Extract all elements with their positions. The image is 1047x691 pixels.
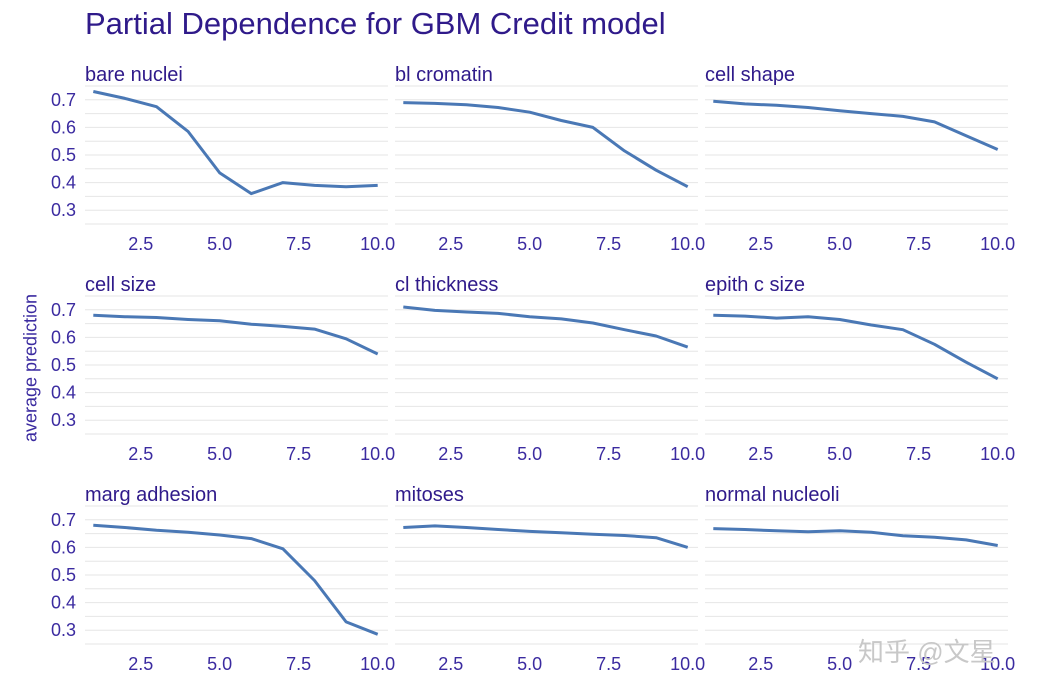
x-tick-label: 7.5 — [286, 234, 311, 254]
x-tick-label: 10.0 — [980, 444, 1015, 464]
watermark-text: 知乎 @文星 — [858, 637, 996, 667]
x-tick-label: 5.0 — [827, 444, 852, 464]
y-tick-label: 0.7 — [51, 300, 76, 320]
x-tick-label: 7.5 — [906, 234, 931, 254]
series-line — [93, 523, 379, 636]
y-tick-label: 0.6 — [51, 327, 76, 347]
y-tick-label: 0.5 — [51, 145, 76, 165]
y-tick-label: 0.4 — [51, 593, 76, 613]
y-tick-label: 0.3 — [51, 200, 76, 220]
series-line — [713, 527, 998, 547]
y-tick-label: 0.7 — [51, 510, 76, 530]
x-tick-label: 7.5 — [906, 654, 931, 674]
y-tick-label: 0.5 — [51, 355, 76, 375]
x-tick-label: 2.5 — [748, 654, 773, 674]
x-tick-label: 2.5 — [128, 234, 153, 254]
y-tick-label: 0.4 — [51, 383, 76, 403]
x-tick-label: 10.0 — [980, 654, 1015, 674]
mitoses_plot: mitoses 2.5 5.0 7.5 10.0 — [395, 484, 705, 674]
panel-title: cell size — [85, 274, 156, 296]
x-tick-label: 2.5 — [748, 444, 773, 464]
y-tick-label: 0.3 — [51, 410, 76, 430]
y-tick-label: 0.3 — [51, 620, 76, 640]
panel-title: cl thickness — [395, 274, 498, 296]
x-tick-label: 2.5 — [748, 234, 773, 254]
series-line — [403, 101, 689, 189]
bl_cromatin_plot: bl cromatin 2.5 5.0 7.5 10.0 — [395, 64, 705, 254]
x-tick-label: 7.5 — [286, 654, 311, 674]
marg_adhesion_plot: marg adhesion 0.7 0.6 0.5 0.4 0.3 2.5 5.0 7.5 10.… — [51, 484, 395, 674]
panel-title: cell shape — [705, 64, 795, 86]
x-tick-label: 5.0 — [827, 234, 852, 254]
normal_nucleoli_plot: normal nucleoli 2.5 5.0 7.5 10.0 — [705, 484, 1015, 674]
series-line — [713, 313, 999, 381]
series-line — [92, 90, 378, 196]
x-tick-label: 7.5 — [906, 444, 931, 464]
x-tick-label: 5.0 — [207, 234, 232, 254]
x-tick-label: 10.0 — [670, 444, 705, 464]
x-tick-label: 10.0 — [360, 444, 395, 464]
x-tick-label: 5.0 — [517, 234, 542, 254]
series-line — [403, 305, 689, 349]
x-tick-label: 7.5 — [596, 654, 621, 674]
x-tick-label: 5.0 — [517, 444, 542, 464]
y-tick-label: 0.6 — [51, 117, 76, 137]
x-tick-label: 2.5 — [128, 444, 153, 464]
panel-title: bare nuclei — [85, 64, 183, 86]
x-tick-label: 10.0 — [670, 654, 705, 674]
y-tick-label: 0.5 — [51, 565, 76, 585]
bare_nuclei_plot: bare nuclei 0.7 0.6 0.5 0.4 0.3 2.5 5.0 7.5 10.0 — [51, 64, 395, 254]
series-line — [713, 99, 999, 151]
cell_shape_plot: cell shape 2.5 5.0 7.5 10.0 — [705, 64, 1015, 254]
x-tick-label: 5.0 — [207, 654, 232, 674]
cell_size_plot: cell size 0.7 0.6 0.5 0.4 0.3 2.5 5.0 7.5 10.0 — [51, 274, 395, 464]
panel-title: epith c size — [705, 274, 805, 296]
x-tick-label: 2.5 — [128, 654, 153, 674]
x-tick-label: 5.0 — [207, 444, 232, 464]
panel-title: normal nucleoli — [705, 484, 840, 506]
series-line — [93, 313, 379, 356]
panel-title: mitoses — [395, 484, 464, 506]
x-tick-label: 10.0 — [360, 234, 395, 254]
x-tick-label: 2.5 — [438, 234, 463, 254]
x-tick-label: 10.0 — [360, 654, 395, 674]
panel-title: bl cromatin — [395, 64, 493, 86]
x-tick-label: 5.0 — [827, 654, 852, 674]
x-tick-label: 7.5 — [596, 234, 621, 254]
y-tick-label: 0.7 — [51, 90, 76, 110]
cl_thickness_plot: cl thickness 2.5 5.0 7.5 10.0 — [395, 274, 705, 464]
x-tick-label: 10.0 — [670, 234, 705, 254]
epith_c_size_plot: epith c size 2.5 5.0 7.5 10.0 — [705, 274, 1015, 464]
x-tick-label: 7.5 — [286, 444, 311, 464]
series-line — [403, 524, 689, 549]
y-tick-label: 0.6 — [51, 537, 76, 557]
x-tick-label: 10.0 — [980, 234, 1015, 254]
x-tick-label: 2.5 — [438, 654, 463, 674]
y-tick-label: 0.4 — [51, 173, 76, 193]
x-tick-label: 7.5 — [596, 444, 621, 464]
chart-title: Partial Dependence for GBM Credit model — [85, 6, 666, 41]
x-tick-label: 5.0 — [517, 654, 542, 674]
x-tick-label: 2.5 — [438, 444, 463, 464]
panel-title: marg adhesion — [85, 484, 217, 506]
